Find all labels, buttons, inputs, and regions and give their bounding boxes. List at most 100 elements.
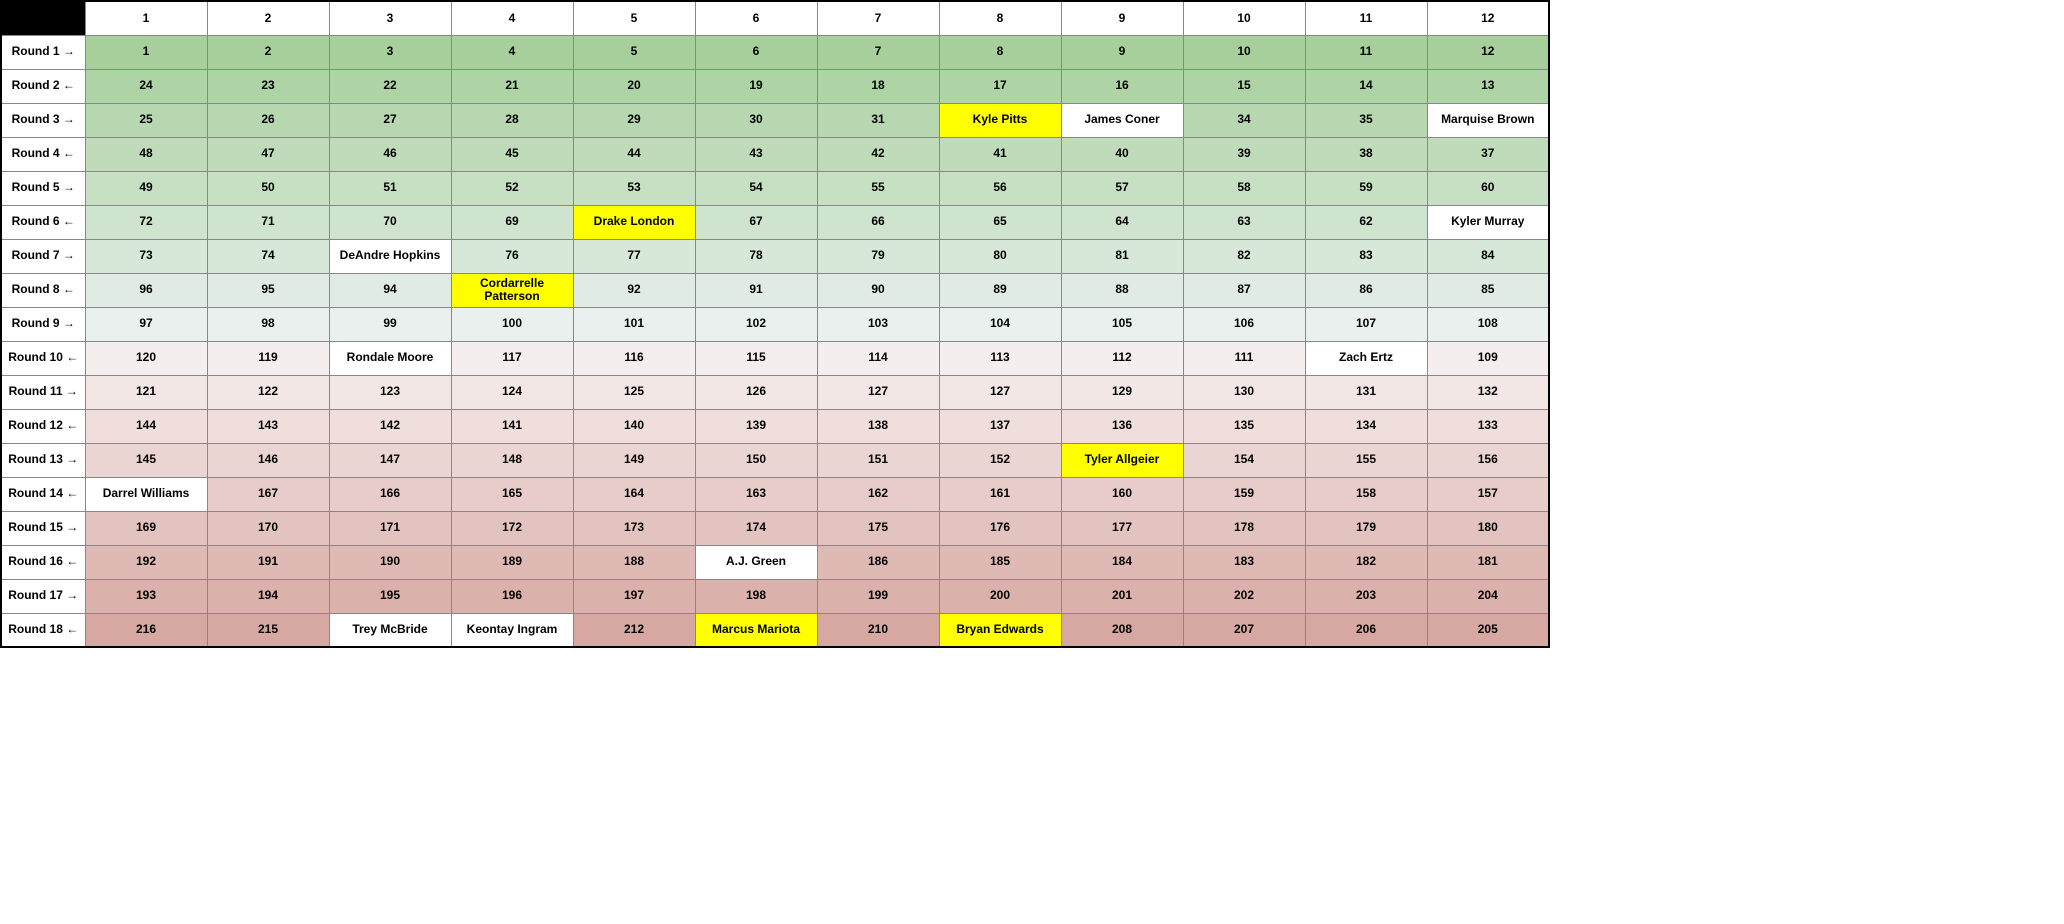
cell-r12-c1: 144 [85,409,207,443]
cell-r16-c8: 185 [939,545,1061,579]
cell-r17-c12: 204 [1427,579,1549,613]
cell-r1-c8: 8 [939,35,1061,69]
cell-r8-c12: 85 [1427,273,1549,307]
cell-r16-c6: A.J. Green [695,545,817,579]
cell-r3-c7: 31 [817,103,939,137]
cell-r2-c8: 17 [939,69,1061,103]
cell-r15-c11: 179 [1305,511,1427,545]
cell-r15-c1: 169 [85,511,207,545]
cell-r14-c4: 165 [451,477,573,511]
cell-r6-c3: 70 [329,205,451,239]
cell-r10-c4: 117 [451,341,573,375]
cell-r7-c2: 74 [207,239,329,273]
cell-r11-c9: 129 [1061,375,1183,409]
row-header-6: Round 6 ← [1,205,85,239]
cell-r17-c4: 196 [451,579,573,613]
cell-r1-c12: 12 [1427,35,1549,69]
cell-r11-c11: 131 [1305,375,1427,409]
cell-r15-c7: 175 [817,511,939,545]
cell-r3-c8: Kyle Pitts [939,103,1061,137]
table-row: Round 5 →495051525354555657585960 [1,171,1549,205]
table-row: Round 7 →7374DeAndre Hopkins767778798081… [1,239,1549,273]
cell-r10-c7: 114 [817,341,939,375]
cell-r7-c12: 84 [1427,239,1549,273]
cell-r8-c2: 95 [207,273,329,307]
cell-r1-c6: 6 [695,35,817,69]
cell-r17-c10: 202 [1183,579,1305,613]
col-header-9: 9 [1061,1,1183,35]
cell-r13-c4: 148 [451,443,573,477]
cell-r10-c12: 109 [1427,341,1549,375]
cell-r8-c7: 90 [817,273,939,307]
cell-r2-c5: 20 [573,69,695,103]
cell-r10-c9: 112 [1061,341,1183,375]
cell-r4-c7: 42 [817,137,939,171]
cell-r10-c10: 111 [1183,341,1305,375]
cell-r9-c3: 99 [329,307,451,341]
cell-r12-c10: 135 [1183,409,1305,443]
cell-r11-c1: 121 [85,375,207,409]
cell-r17-c9: 201 [1061,579,1183,613]
cell-r18-c6: Marcus Mariota [695,613,817,647]
cell-r1-c11: 11 [1305,35,1427,69]
cell-r7-c9: 81 [1061,239,1183,273]
cell-r6-c9: 64 [1061,205,1183,239]
cell-r16-c3: 190 [329,545,451,579]
cell-r17-c8: 200 [939,579,1061,613]
cell-r12-c7: 138 [817,409,939,443]
cell-r3-c12: Marquise Brown [1427,103,1549,137]
cell-r10-c6: 115 [695,341,817,375]
cell-r13-c1: 145 [85,443,207,477]
table-row: Round 6 ←72717069Drake London67666564636… [1,205,1549,239]
cell-r14-c12: 157 [1427,477,1549,511]
cell-r12-c9: 136 [1061,409,1183,443]
cell-r1-c5: 5 [573,35,695,69]
cell-r9-c4: 100 [451,307,573,341]
cell-r15-c9: 177 [1061,511,1183,545]
row-header-9: Round 9 → [1,307,85,341]
cell-r9-c1: 97 [85,307,207,341]
cell-r16-c4: 189 [451,545,573,579]
cell-r11-c2: 122 [207,375,329,409]
cell-r13-c5: 149 [573,443,695,477]
cell-r3-c5: 29 [573,103,695,137]
cell-r18-c11: 206 [1305,613,1427,647]
cell-r6-c10: 63 [1183,205,1305,239]
draft-board-table: 123456789101112 Round 1 →123456789101112… [0,0,1550,648]
cell-r14-c3: 166 [329,477,451,511]
row-header-15: Round 15 → [1,511,85,545]
cell-r10-c8: 113 [939,341,1061,375]
cell-r11-c4: 124 [451,375,573,409]
table-row: Round 10 ←120119Rondale Moore11711611511… [1,341,1549,375]
cell-r14-c2: 167 [207,477,329,511]
cell-r13-c9: Tyler Allgeier [1061,443,1183,477]
cell-r14-c1: Darrel Williams [85,477,207,511]
cell-r10-c3: Rondale Moore [329,341,451,375]
cell-r5-c9: 57 [1061,171,1183,205]
cell-r11-c12: 132 [1427,375,1549,409]
col-header-12: 12 [1427,1,1549,35]
col-header-4: 4 [451,1,573,35]
cell-r13-c10: 154 [1183,443,1305,477]
cell-r16-c7: 186 [817,545,939,579]
cell-r7-c8: 80 [939,239,1061,273]
cell-r13-c11: 155 [1305,443,1427,477]
cell-r2-c1: 24 [85,69,207,103]
cell-r17-c1: 193 [85,579,207,613]
cell-r5-c6: 54 [695,171,817,205]
cell-r2-c12: 13 [1427,69,1549,103]
cell-r5-c1: 49 [85,171,207,205]
cell-r15-c12: 180 [1427,511,1549,545]
cell-r10-c5: 116 [573,341,695,375]
cell-r17-c6: 198 [695,579,817,613]
cell-r17-c2: 194 [207,579,329,613]
cell-r5-c2: 50 [207,171,329,205]
cell-r9-c11: 107 [1305,307,1427,341]
cell-r7-c6: 78 [695,239,817,273]
cell-r17-c3: 195 [329,579,451,613]
cell-r15-c10: 178 [1183,511,1305,545]
cell-r3-c3: 27 [329,103,451,137]
table-row: Round 11 →121122123124125126127127129130… [1,375,1549,409]
cell-r2-c9: 16 [1061,69,1183,103]
cell-r15-c4: 172 [451,511,573,545]
